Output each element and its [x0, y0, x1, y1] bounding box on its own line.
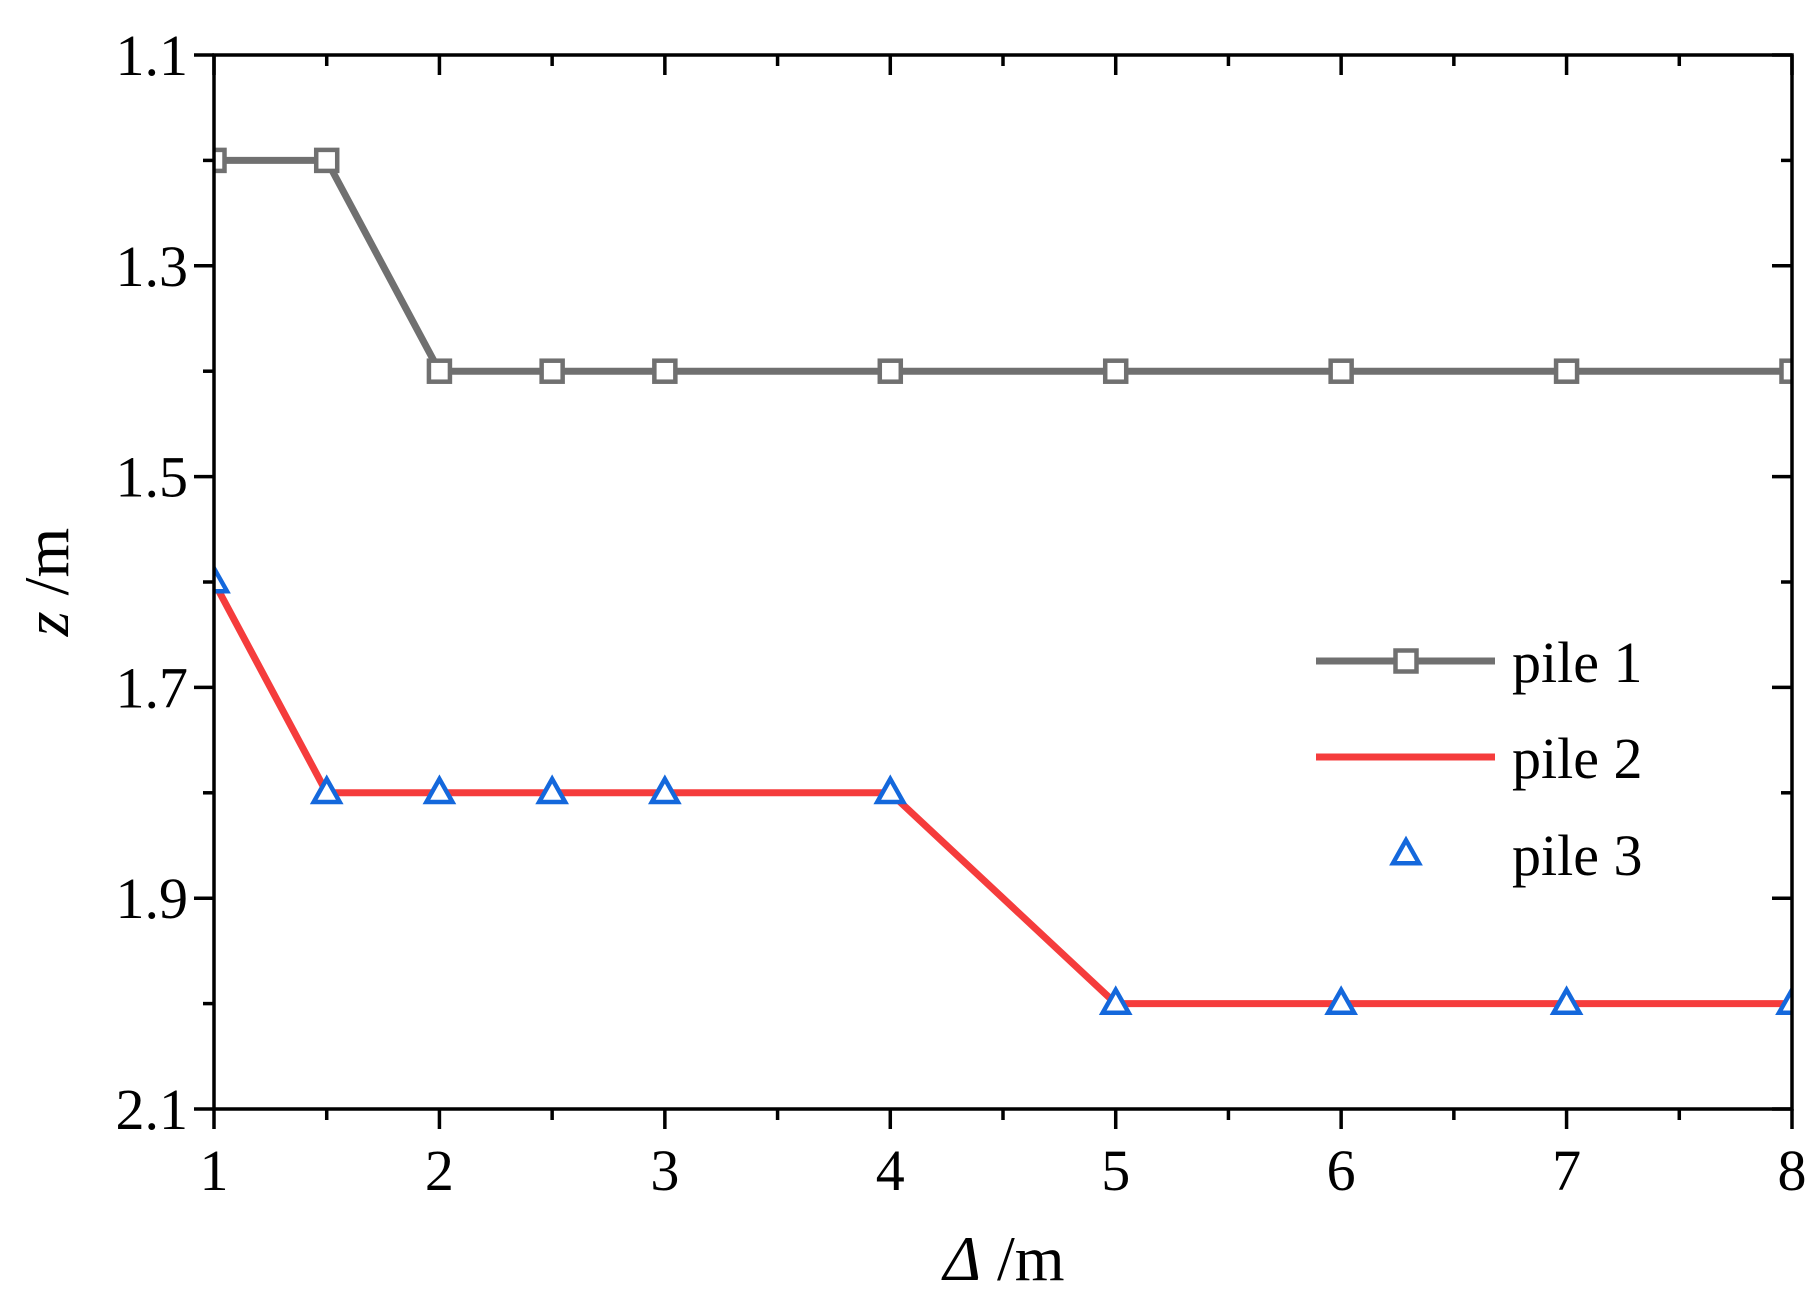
y-tick-label: 1.9 [116, 866, 189, 931]
y-tick-label: 2.1 [116, 1077, 189, 1142]
pile-1-line [214, 156, 1792, 375]
plot-frame [212, 53, 1794, 1111]
pile-3-point [1098, 985, 1133, 1016]
legend-pile-3-marker [1389, 835, 1423, 866]
pile-1-point [1779, 358, 1792, 384]
legend-pile-1-label: pile 1 [1512, 630, 1642, 695]
pile-1-point [539, 358, 565, 384]
pile-1-point [652, 358, 678, 384]
pile-1-point [877, 358, 904, 384]
y-tick-label: 1.5 [116, 445, 189, 510]
legend-pile-2-label: pile 2 [1512, 726, 1642, 791]
pile-2-line [214, 580, 1792, 1008]
pile-3-point [1324, 985, 1358, 1016]
x-tick-label: 3 [650, 1138, 679, 1203]
plot-data [214, 147, 1792, 1016]
pile-3-point [309, 774, 344, 805]
legend-pile-1-marker [1393, 648, 1419, 674]
x-axis-label-symbol: Δ [940, 1223, 981, 1294]
legend-pile-3-label: pile 3 [1512, 823, 1642, 888]
pile-1-point [1328, 358, 1354, 384]
x-tick-label: 5 [1101, 1138, 1130, 1203]
x-tick-label: 1 [200, 1138, 229, 1203]
y-axis-label-symbol: z [11, 611, 82, 637]
pile-3-point [214, 563, 231, 594]
pile-3-point [535, 774, 569, 805]
pile-3-point [422, 774, 457, 805]
x-tick-label: 6 [1327, 1138, 1356, 1203]
pile-3-point [648, 774, 682, 805]
tick-labels: 1 2 3 4 5 6 7 8 1.1 1.3 1.5 1.7 1.9 2.1 [116, 23, 1807, 1203]
y-axis-label: z/m [11, 528, 82, 637]
x-tick-label: 4 [876, 1138, 905, 1203]
x-tick-label: 7 [1552, 1138, 1581, 1203]
x-tick-label: 2 [425, 1138, 454, 1203]
pile-3-point [1549, 985, 1584, 1016]
legend: pile 1 pile 2 pile 3 [1316, 630, 1642, 888]
pile-3-point [873, 774, 908, 805]
pile-1-point [313, 147, 340, 174]
pile-3-point [1775, 985, 1792, 1016]
x-axis-label-unit: /m [997, 1223, 1065, 1294]
y-tick-label: 1.3 [116, 234, 189, 299]
x-axis-label: Δ/m [940, 1223, 1064, 1294]
y-axis-label-unit: /m [11, 528, 82, 596]
pile-1-point [214, 147, 227, 174]
x-tick-label: 8 [1778, 1138, 1807, 1203]
pile-1-point [1102, 358, 1129, 384]
y-tick-label: 1.7 [116, 655, 189, 720]
pile-1-point [1553, 358, 1580, 384]
y-tick-label: 1.1 [116, 23, 189, 88]
pile-1-point [426, 358, 453, 384]
